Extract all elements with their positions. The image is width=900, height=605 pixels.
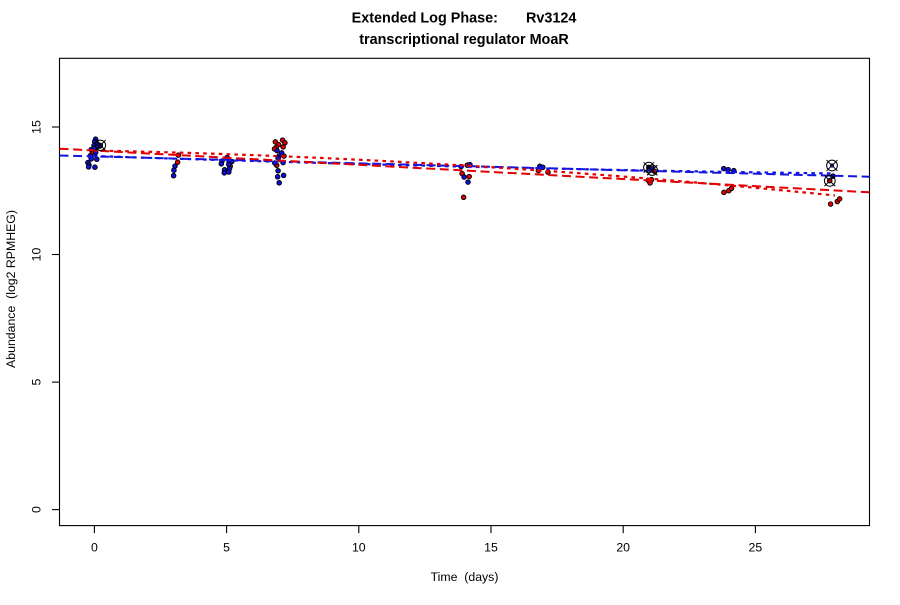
svg-text:20: 20	[616, 541, 630, 555]
svg-text:15: 15	[29, 120, 43, 134]
svg-text:25: 25	[749, 541, 763, 555]
svg-text:5: 5	[223, 541, 230, 555]
svg-text:Time (days): Time (days)	[431, 570, 499, 584]
svg-text:0: 0	[91, 541, 98, 555]
svg-text:transcriptional regulator MoaR: transcriptional regulator MoaR	[359, 32, 569, 48]
svg-text:Extended Log Phase: Rv31: Extended Log Phase: Rv3124	[352, 11, 577, 27]
svg-text:0: 0	[29, 506, 43, 513]
svg-text:10: 10	[352, 541, 366, 555]
svg-text:5: 5	[29, 379, 43, 386]
svg-text:10: 10	[29, 248, 43, 262]
svg-text:15: 15	[484, 541, 498, 555]
svg-text:Abundance (log2 RPMHEG): Abundance (log2 RPMHEG)	[4, 210, 18, 368]
